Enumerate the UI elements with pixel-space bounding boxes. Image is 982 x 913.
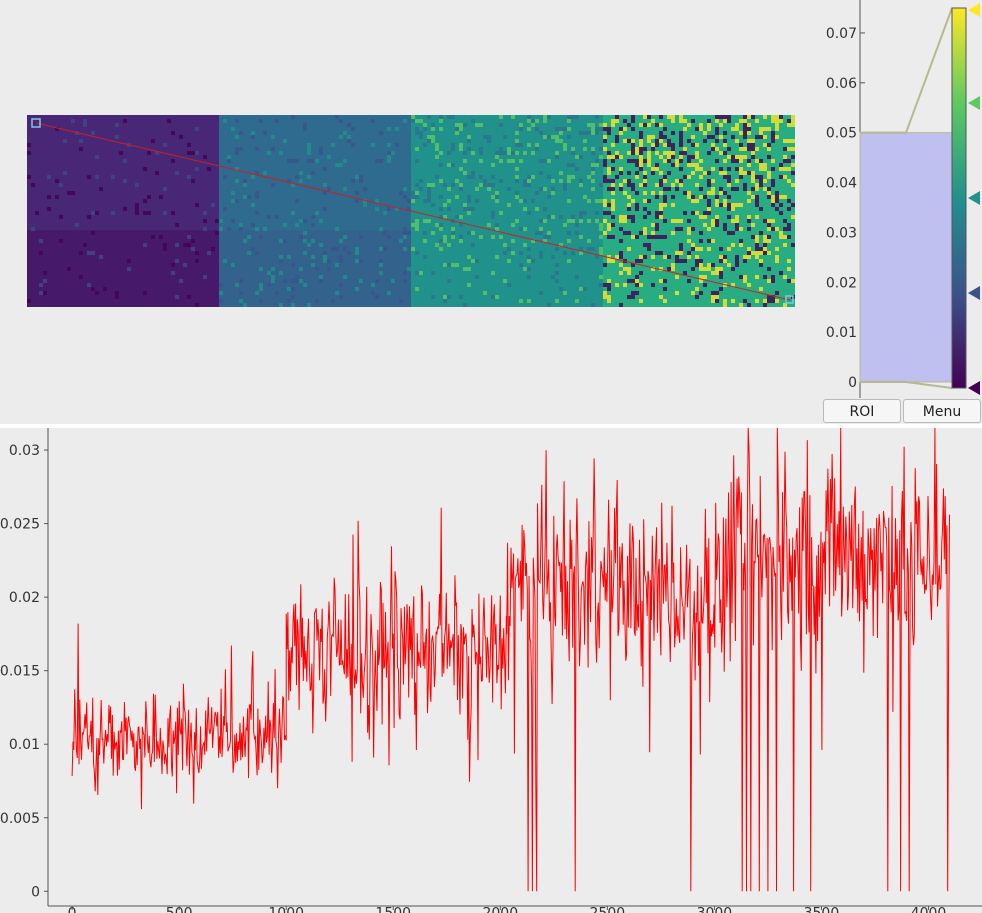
- x-tick-label: 500: [166, 906, 193, 913]
- level-region[interactable]: [859, 132, 953, 383]
- hist-tick-label: 0.05: [826, 126, 857, 142]
- hist-tick-label: 0.02: [826, 275, 857, 291]
- x-axis: 0 500 1000 1500 2000 2500 3000 3500 4000: [48, 905, 982, 913]
- splitter[interactable]: [0, 424, 982, 428]
- triangle-left-icon[interactable]: [968, 381, 980, 395]
- hist-tick-label: 0.07: [826, 26, 857, 42]
- hist-tick-label: 0.04: [826, 176, 857, 192]
- y-tick-label: 0: [31, 884, 40, 900]
- gradient-bar[interactable]: [951, 7, 967, 389]
- menu-button[interactable]: Menu: [903, 399, 981, 423]
- y-tick-label: 0.01: [9, 737, 40, 753]
- image-panel-3: [411, 115, 603, 307]
- y-tick-label: 0.02: [9, 590, 40, 606]
- x-tick-label: 1500: [375, 906, 411, 913]
- x-tick-label: 4000: [911, 906, 947, 913]
- image-canvas[interactable]: [0, 0, 820, 425]
- roi-handle-end[interactable]: [785, 295, 794, 304]
- triangle-left-icon[interactable]: [968, 191, 980, 205]
- profile-plot[interactable]: 0.03 0.025 0.02 0.015 0.01 0.005 0 0 500 1000 150…: [0, 428, 982, 913]
- hist-tick-label: 0.06: [826, 76, 857, 92]
- plot-canvas[interactable]: 0.03 0.025 0.02 0.015 0.01 0.005 0 0 500 1000 150…: [0, 428, 982, 913]
- level-connectors: [860, 7, 953, 389]
- y-tick-label: 0.015: [0, 664, 40, 680]
- y-axis: 0.03 0.025 0.02 0.015 0.01 0.005 0: [0, 428, 49, 906]
- image-panel-2: [219, 115, 411, 307]
- triangle-left-icon[interactable]: [968, 3, 980, 17]
- x-tick-label: 3000: [697, 906, 733, 913]
- histogram-lut-widget[interactable]: 0.07 0.06 0.05 0.04 0.03 0.02 0.01 0: [820, 0, 982, 398]
- hist-tick-label: 0: [848, 375, 857, 391]
- x-tick-label: 2000: [482, 906, 518, 913]
- triangle-left-icon[interactable]: [968, 96, 980, 110]
- x-tick-label: 0: [68, 906, 77, 913]
- x-tick-label: 1000: [268, 906, 304, 913]
- triangle-left-icon[interactable]: [968, 286, 980, 300]
- image-panels: [27, 115, 795, 307]
- x-tick-label: 3500: [804, 906, 840, 913]
- histogram-canvas[interactable]: 0.07 0.06 0.05 0.04 0.03 0.02 0.01 0: [820, 0, 982, 398]
- hist-tick-label: 0.01: [826, 325, 857, 341]
- histogram-axis: 0.07 0.06 0.05 0.04 0.03 0.02 0.01 0: [826, 0, 865, 398]
- image-view[interactable]: [0, 0, 820, 425]
- roi-button[interactable]: ROI: [823, 399, 901, 423]
- roi-line[interactable]: [35, 122, 791, 301]
- x-tick-label: 2500: [590, 906, 626, 913]
- image-panel-4: [603, 115, 795, 307]
- roi-handle-start[interactable]: [31, 118, 41, 128]
- y-tick-label: 0.025: [0, 517, 40, 533]
- image-panel-1: [27, 115, 219, 307]
- profile-line: [71, 428, 950, 892]
- y-tick-label: 0.005: [0, 811, 40, 827]
- y-tick-label: 0.03: [9, 443, 40, 459]
- gradient-markers[interactable]: [968, 3, 980, 395]
- hist-tick-label: 0.03: [826, 225, 857, 241]
